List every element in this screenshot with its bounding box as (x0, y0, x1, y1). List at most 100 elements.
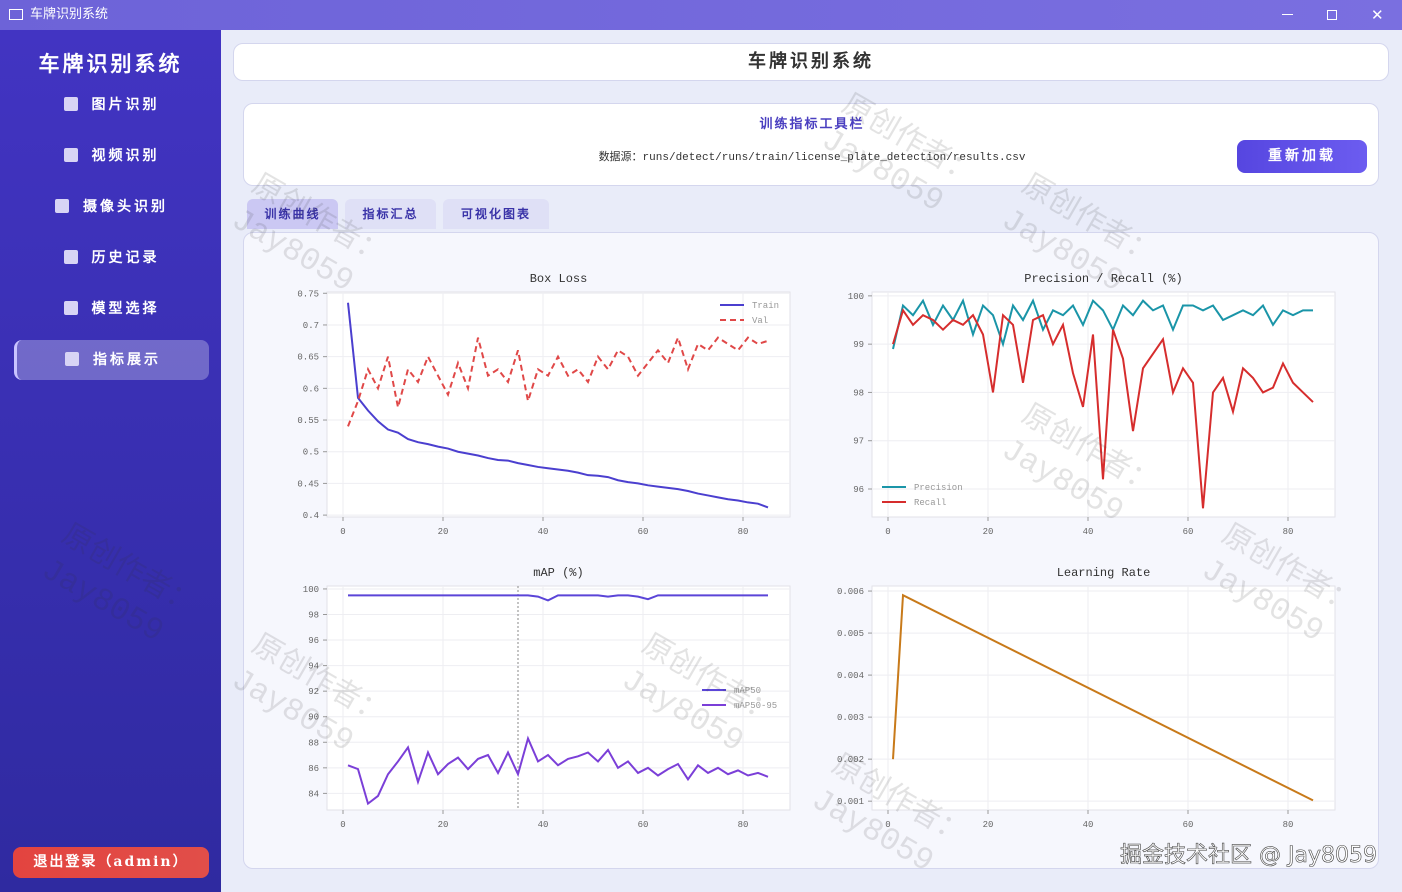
x-tick-label: 20 (438, 820, 449, 830)
x-tick-label: 80 (738, 527, 749, 537)
toolbar-title: 训练指标工具栏 (759, 117, 865, 132)
menu-item[interactable]: 摄像头识别 (14, 187, 209, 227)
y-tick-label: 98 (308, 610, 319, 620)
reload-button[interactable]: 重新加载 (1237, 140, 1367, 173)
plot-area (326, 585, 791, 811)
legend-label: Train (752, 301, 779, 311)
tab[interactable]: 训练曲线 (247, 199, 338, 229)
x-tick-label: 60 (638, 527, 649, 537)
x-tick-label: 20 (983, 527, 994, 537)
x-tick-label: 20 (983, 820, 994, 830)
y-tick-label: 0.006 (837, 587, 864, 597)
y-tick-label: 97 (853, 437, 864, 447)
plot-area (871, 291, 1336, 518)
sidebar: 车牌识别系统 图片识别 视频识别 摄像头识别 历史记录 模型选择 指标展示 退出登录（ad… (0, 30, 221, 892)
x-tick-label: 20 (438, 527, 449, 537)
y-tick-label: 0.7 (303, 321, 319, 331)
x-tick-label: 0 (340, 820, 345, 830)
y-tick-label: 84 (308, 789, 319, 799)
plot-area (326, 291, 791, 518)
chart-title: Box Loss (530, 272, 588, 286)
data-source: 数据源：runs/detect/runs/train/license_plate… (598, 152, 1026, 164)
logout-button[interactable]: 退出登录（admin） (13, 847, 209, 878)
legend-label: Recall (914, 498, 946, 508)
menu-label: 历史记录 (91, 250, 160, 266)
y-tick-label: 0.75 (297, 289, 319, 299)
legend-label: Val (752, 316, 768, 326)
y-tick-label: 94 (308, 662, 319, 672)
series-line (892, 593, 1314, 802)
menu-icon (63, 148, 78, 162)
y-tick-label: 0.45 (297, 479, 319, 489)
y-tick-label: 0.5 (303, 448, 319, 458)
y-tick-label: 100 (303, 585, 319, 595)
legend-label: mAP50 (734, 686, 761, 696)
menu-item[interactable]: 视频识别 (14, 136, 209, 176)
x-tick-label: 40 (1083, 820, 1094, 830)
tab[interactable]: 指标汇总 (345, 199, 436, 229)
chart-title: mAP (%) (533, 566, 583, 580)
chart-title: Precision / Recall (%) (1024, 272, 1182, 286)
y-tick-label: 100 (848, 292, 864, 302)
x-tick-label: 40 (538, 820, 549, 830)
y-tick-label: 0.002 (837, 755, 864, 765)
tab[interactable]: 可视化图表 (443, 199, 549, 229)
x-tick-label: 0 (340, 527, 345, 537)
x-tick-label: 60 (1183, 820, 1194, 830)
menu-label: 图片识别 (91, 97, 160, 113)
maximize-button[interactable] (1327, 10, 1337, 20)
y-tick-label: 0.65 (297, 353, 319, 363)
x-tick-label: 40 (538, 527, 549, 537)
y-tick-label: 0.6 (303, 384, 319, 394)
menu-item[interactable]: 历史记录 (14, 238, 209, 278)
x-tick-label: 60 (638, 820, 649, 830)
app-icon (9, 9, 23, 20)
y-tick-label: 86 (308, 764, 319, 774)
series-line (347, 735, 769, 806)
menu-label: 指标展示 (93, 352, 161, 368)
menu-icon (55, 199, 69, 213)
footer-watermark: 掘金技术社区 @ Jay8059 (1120, 843, 1377, 868)
x-tick-label: 80 (1283, 820, 1294, 830)
x-tick-label: 60 (1183, 527, 1194, 537)
watermark: 原创作者：Jay8059 (815, 87, 983, 220)
menu-item[interactable]: 图片识别 (14, 85, 209, 125)
close-button[interactable]: ✕ (1371, 6, 1384, 24)
menu-icon (63, 97, 78, 111)
x-tick-label: 80 (738, 820, 749, 830)
series-line (892, 298, 1313, 350)
toolbar: 训练指标工具栏 数据源：runs/detect/runs/train/licen… (243, 103, 1379, 186)
menu-label: 模型选择 (91, 301, 160, 317)
window-title: 车牌识别系统 (30, 7, 109, 22)
y-tick-label: 0.4 (303, 511, 319, 521)
watermark: 原创作者：Jay8059 (225, 167, 393, 300)
chart-title: Learning Rate (1057, 566, 1151, 580)
x-tick-label: 40 (1083, 527, 1094, 537)
y-tick-label: 0.003 (837, 713, 864, 723)
y-tick-label: 99 (853, 340, 864, 350)
y-tick-label: 0.005 (837, 629, 864, 639)
watermark: 原创作者：Jay8059 (995, 167, 1163, 300)
y-tick-label: 96 (308, 636, 319, 646)
menu-icon (63, 250, 78, 264)
menu-item[interactable]: 模型选择 (14, 289, 209, 329)
title-bar: 车牌识别系统 ✕ (0, 0, 1402, 30)
y-tick-label: 88 (308, 738, 319, 748)
menu-item[interactable]: 指标展示 (14, 340, 209, 380)
menu-label: 摄像头识别 (83, 199, 168, 215)
header: 车牌识别系统 (233, 43, 1389, 81)
menu-icon (65, 352, 79, 366)
y-tick-label: 96 (853, 485, 864, 495)
y-tick-label: 92 (308, 687, 319, 697)
x-tick-label: 0 (885, 527, 890, 537)
x-tick-label: 80 (1283, 527, 1294, 537)
legend-label: mAP50-95 (734, 701, 777, 711)
x-tick-label: 0 (885, 820, 890, 830)
minimize-button[interactable] (1282, 14, 1293, 15)
series-line (347, 334, 769, 427)
menu-label: 视频识别 (91, 148, 160, 164)
y-tick-label: 0.55 (297, 416, 319, 426)
watermark: 原创作者：Jay8059 (35, 517, 203, 650)
